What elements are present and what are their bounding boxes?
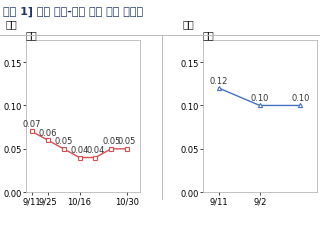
Text: 그림 1] 서울 매매-전세 주간 가격 변동률: 그림 1] 서울 매매-전세 주간 가격 변동률 — [3, 7, 143, 17]
Text: 0.05: 0.05 — [54, 137, 73, 146]
Text: 0.12: 0.12 — [210, 76, 228, 85]
Text: 0.06: 0.06 — [38, 128, 57, 137]
Text: 전세: 전세 — [203, 30, 214, 41]
Text: 매매: 매매 — [5, 19, 17, 29]
Text: 매매: 매매 — [26, 30, 37, 41]
Text: 0.05: 0.05 — [102, 137, 120, 146]
Text: 0.10: 0.10 — [251, 93, 269, 102]
Text: 0.04: 0.04 — [70, 145, 89, 154]
Text: 0.07: 0.07 — [23, 119, 41, 128]
Text: 0.05: 0.05 — [118, 137, 136, 146]
Text: 전세: 전세 — [182, 19, 194, 29]
Text: 0.10: 0.10 — [291, 93, 310, 102]
Text: 0.04: 0.04 — [86, 145, 105, 154]
